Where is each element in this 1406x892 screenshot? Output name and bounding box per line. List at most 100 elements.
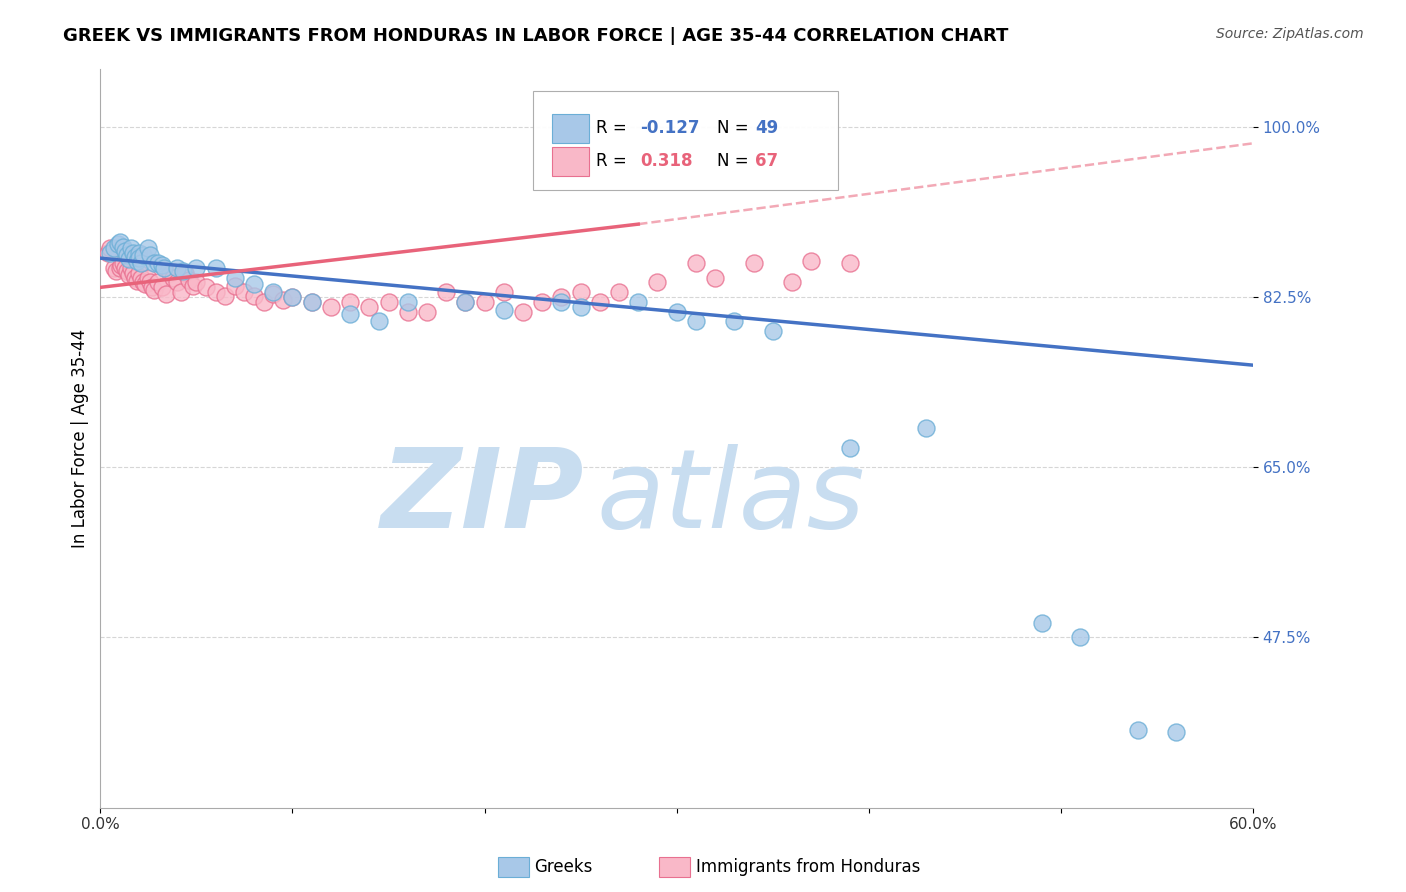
Text: ZIP: ZIP [381,443,585,550]
Point [131,276,153,290]
Point [204,260,226,275]
Text: N =: N = [717,119,754,136]
Point [129,270,152,285]
Point [550,290,572,304]
Point [569,300,592,314]
Point [253,294,276,309]
Text: R =: R = [596,119,631,136]
Point [118,252,141,267]
Point [243,277,266,292]
Point [762,324,785,338]
Point [665,304,688,318]
Point [103,242,125,256]
Point [416,304,439,318]
Point [377,294,399,309]
Point [125,274,148,288]
Point [186,260,208,275]
FancyBboxPatch shape [533,91,838,191]
Point [396,304,419,318]
Point [97,246,120,260]
Point [454,294,477,309]
Point [125,254,148,268]
Point [139,248,162,262]
Point [243,289,266,303]
Point [110,258,132,272]
Text: Greeks: Greeks [534,858,593,876]
Point [204,285,226,300]
Text: 49: 49 [755,119,779,136]
Text: -0.127: -0.127 [640,119,699,136]
Point [131,248,153,262]
Point [339,307,361,321]
Text: Immigrants from Honduras: Immigrants from Honduras [696,858,921,876]
Point [454,294,477,309]
Point [118,268,141,282]
FancyBboxPatch shape [553,147,589,177]
Point [128,266,150,280]
Point [129,256,152,270]
Point [271,293,294,307]
Point [177,272,200,286]
Point [128,251,150,265]
Text: N =: N = [717,152,754,169]
Point [195,280,218,294]
Point [396,294,419,309]
Point [107,236,129,251]
Point [124,270,146,285]
Point [723,314,745,328]
Point [139,276,162,290]
Point [181,279,204,293]
Point [159,266,181,280]
Point [301,294,323,309]
Point [359,300,381,314]
Point [224,279,246,293]
Point [319,300,342,314]
Point [98,242,121,256]
Point [281,290,304,304]
Point [108,260,131,275]
Point [492,302,515,317]
Point [172,264,194,278]
Point [915,421,938,435]
Point [512,304,534,318]
Point [108,235,131,249]
Text: atlas: atlas [596,443,865,550]
Point [150,280,173,294]
Point [838,441,860,455]
Point [143,283,166,297]
Y-axis label: In Labor Force | Age 35-44: In Labor Force | Age 35-44 [72,328,89,548]
Point [1031,615,1053,630]
Point [155,287,177,301]
Point [170,285,193,300]
Point [138,270,160,285]
Point [124,250,146,264]
Point [98,246,121,260]
Point [647,276,669,290]
Point [685,256,707,270]
Point [627,294,650,309]
Point [112,240,135,254]
Point [800,254,823,268]
Point [550,294,572,309]
Point [114,244,136,259]
Point [367,314,389,328]
Text: Source: ZipAtlas.com: Source: ZipAtlas.com [1216,27,1364,41]
Point [143,256,166,270]
Point [103,260,125,275]
Point [152,260,174,275]
Point [122,246,145,260]
Point [128,246,150,260]
Point [780,276,803,290]
Point [589,294,612,309]
Text: GREEK VS IMMIGRANTS FROM HONDURAS IN LABOR FORCE | AGE 35-44 CORRELATION CHART: GREEK VS IMMIGRANTS FROM HONDURAS IN LAB… [63,27,1008,45]
FancyBboxPatch shape [553,113,589,144]
Point [474,294,496,309]
Point [301,294,323,309]
Point [214,289,236,303]
Point [134,277,156,292]
Point [166,260,188,275]
Point [146,276,169,290]
Point [186,276,208,290]
Point [434,285,457,300]
Point [685,314,707,328]
